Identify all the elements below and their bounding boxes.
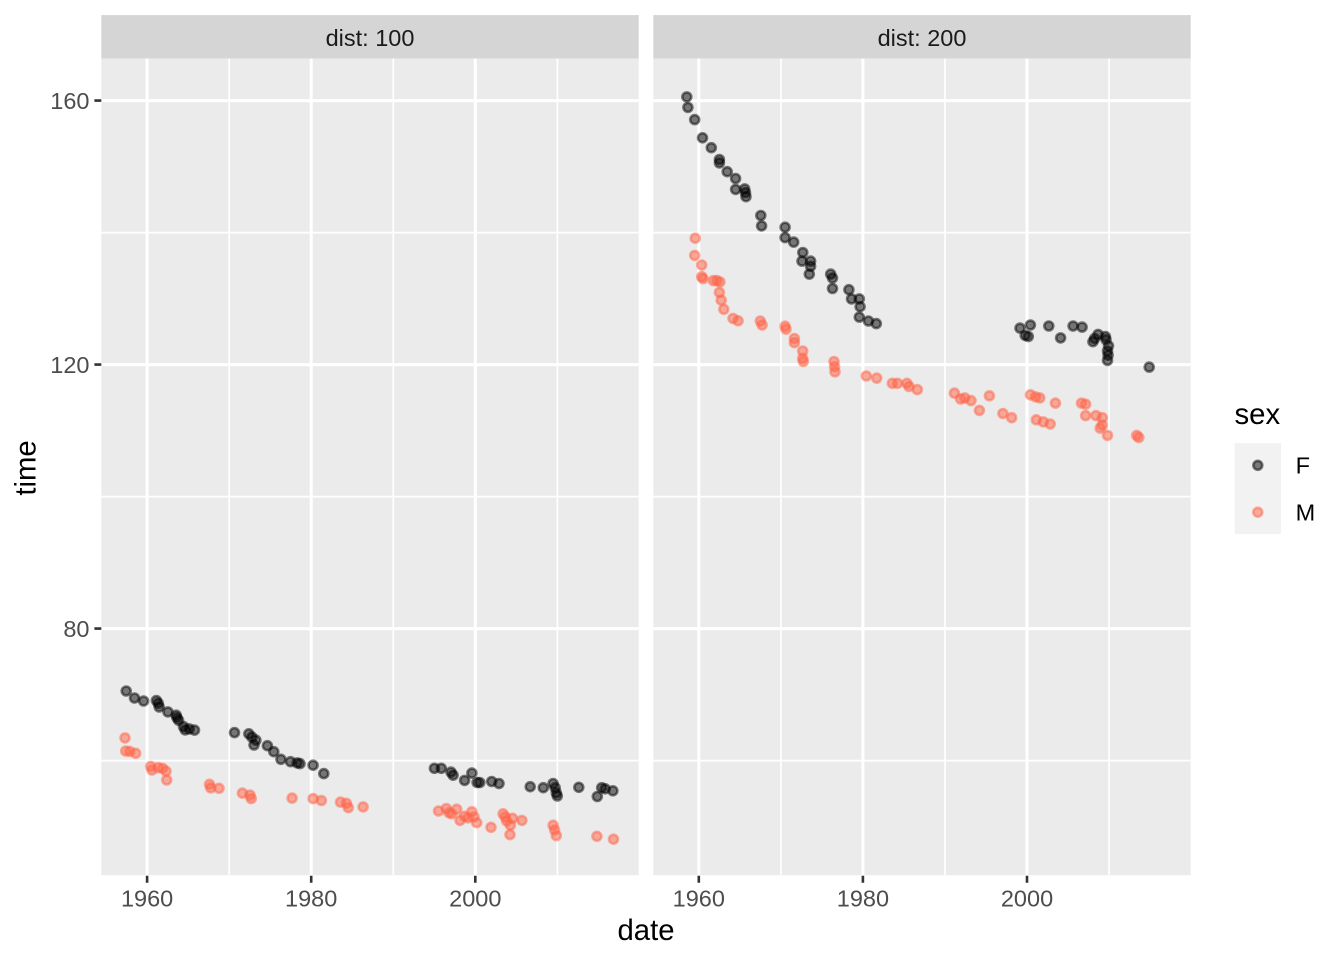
svg-text:1980: 1980 <box>837 886 889 912</box>
svg-text:F: F <box>1296 453 1310 479</box>
svg-text:time: time <box>10 440 43 495</box>
svg-text:1960: 1960 <box>121 886 173 912</box>
svg-text:dist: 100: dist: 100 <box>326 25 415 51</box>
svg-text:M: M <box>1296 499 1316 525</box>
svg-text:2000: 2000 <box>1001 886 1053 912</box>
svg-text:dist: 200: dist: 200 <box>878 25 967 51</box>
svg-text:1960: 1960 <box>673 886 725 912</box>
svg-text:sex: sex <box>1235 398 1281 431</box>
svg-text:1980: 1980 <box>285 886 337 912</box>
svg-text:2000: 2000 <box>449 886 501 912</box>
svg-text:80: 80 <box>63 616 89 642</box>
svg-text:120: 120 <box>50 352 89 378</box>
svg-text:160: 160 <box>50 88 89 114</box>
svg-text:date: date <box>617 914 674 947</box>
